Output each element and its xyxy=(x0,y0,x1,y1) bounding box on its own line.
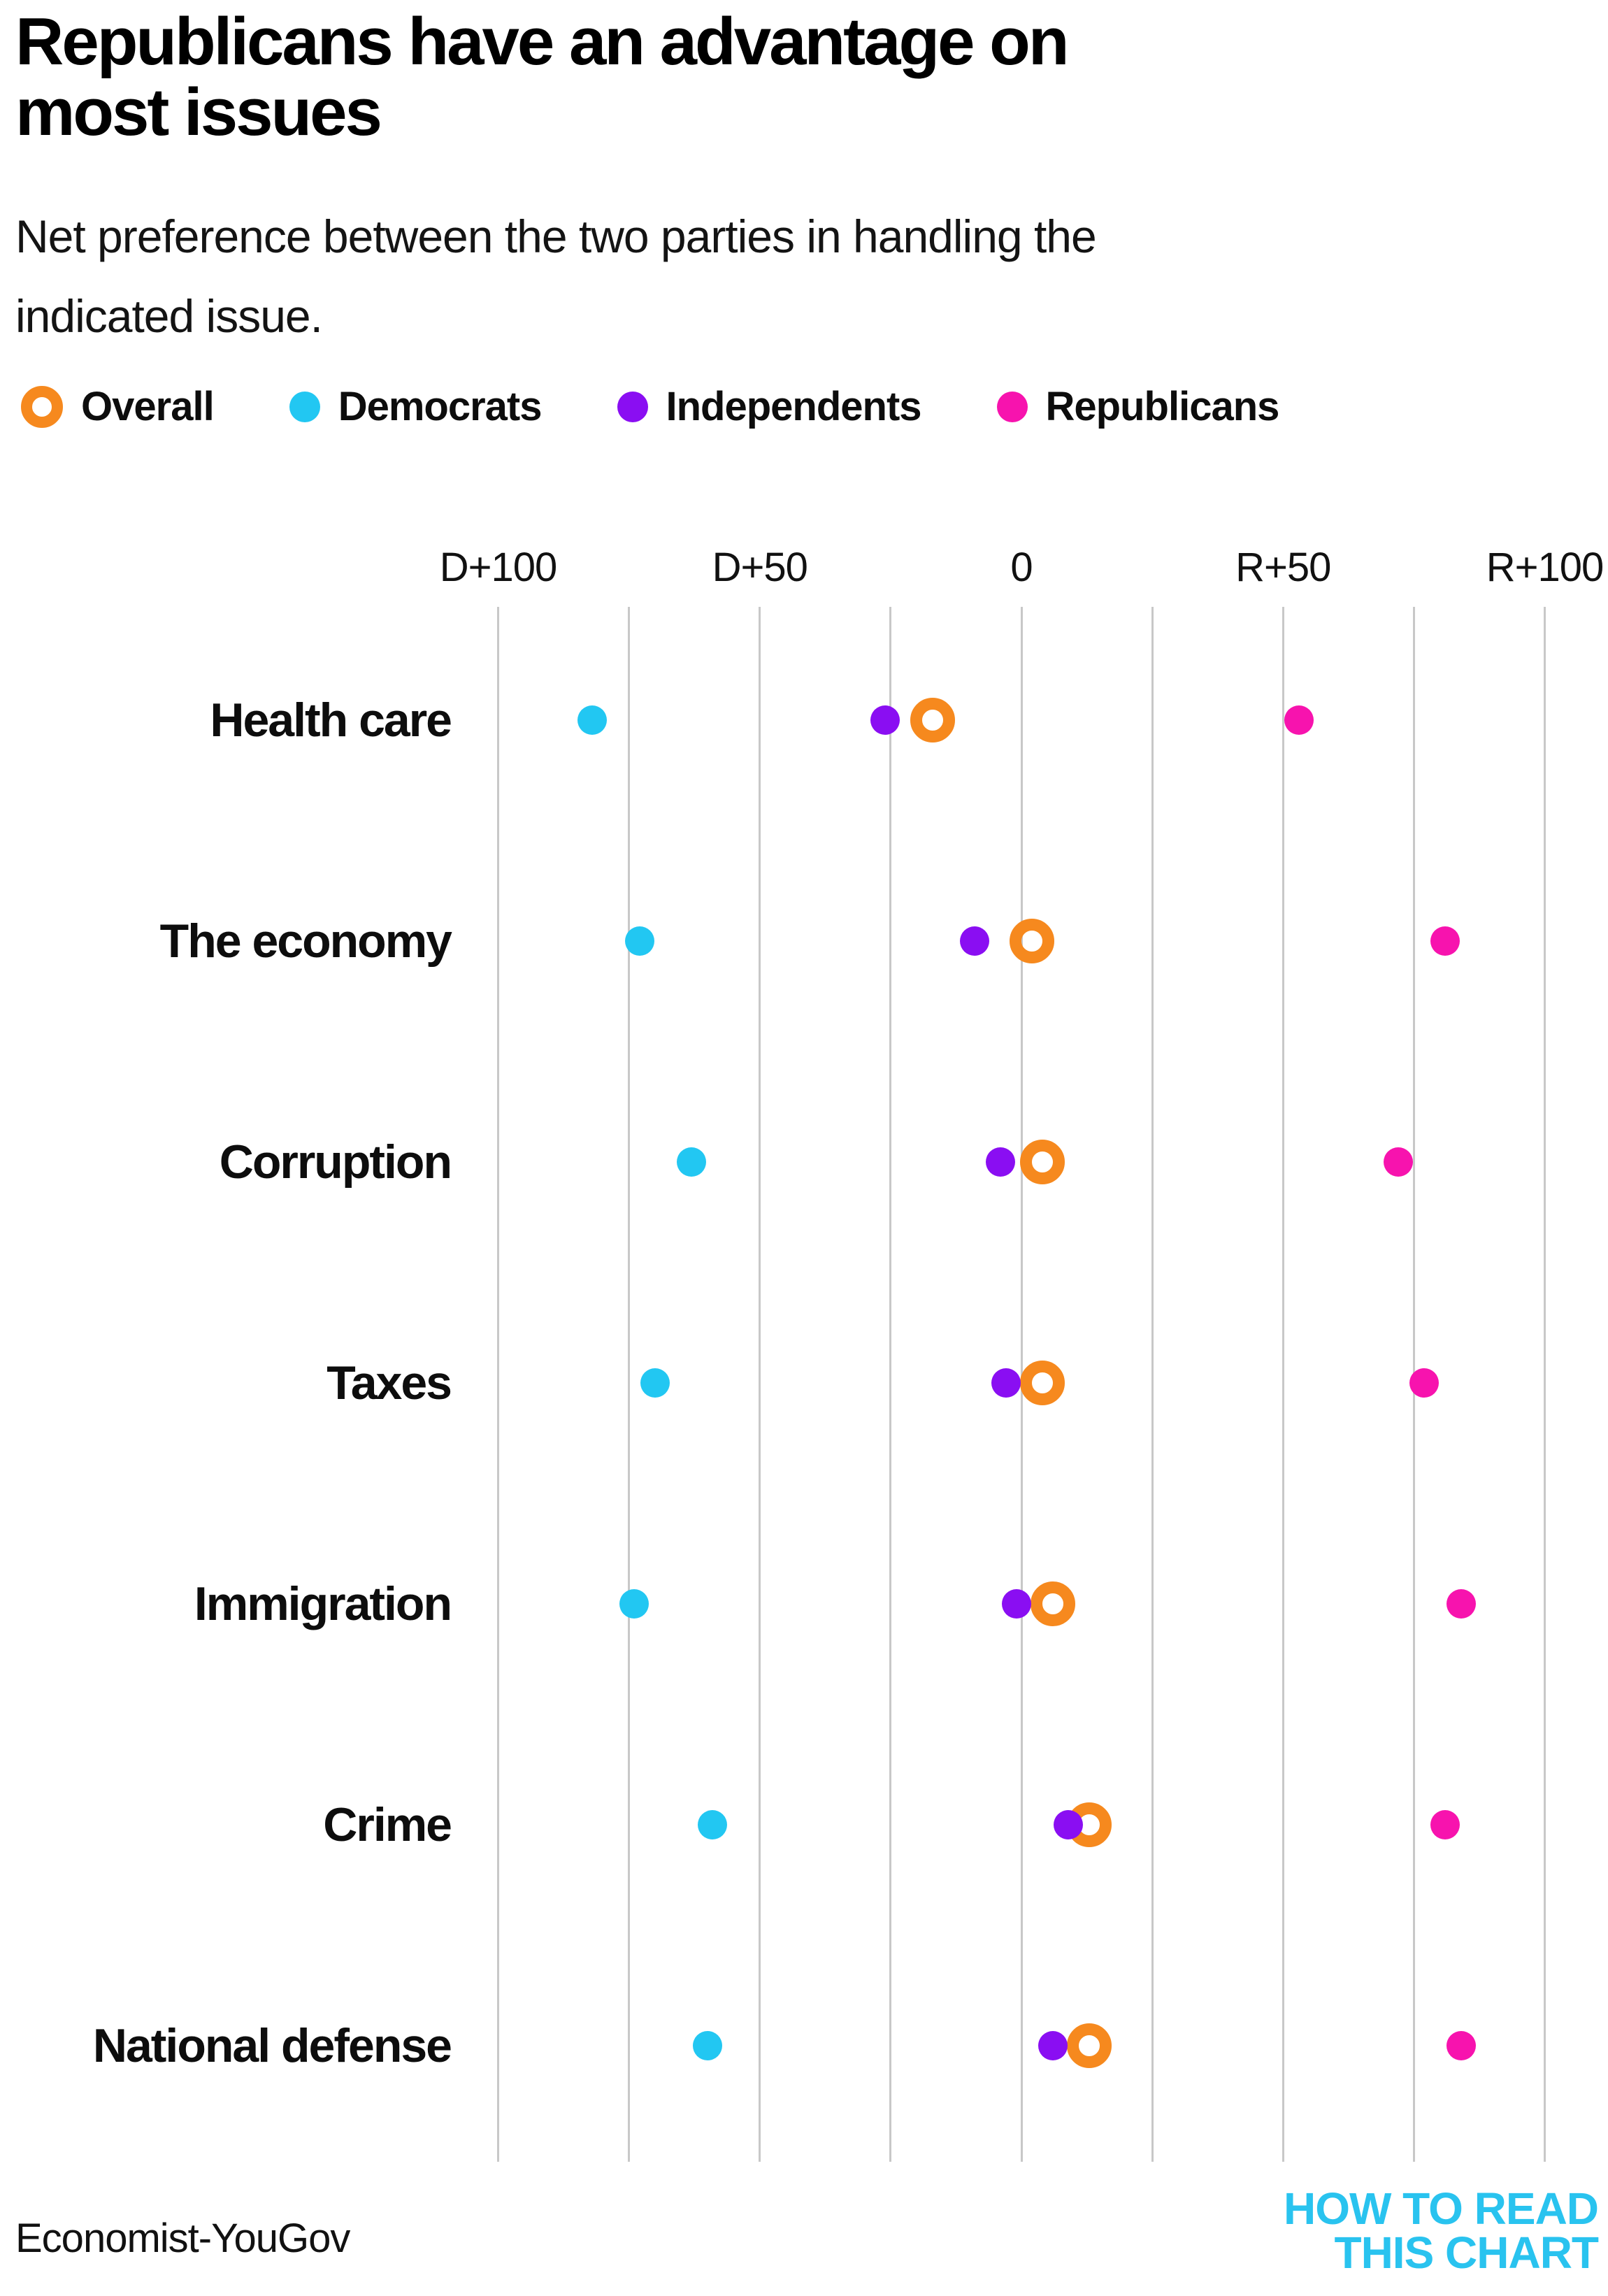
chart-title: Republicans have an advantage on most is… xyxy=(15,4,1246,150)
row-label-taxes: Taxes xyxy=(326,1356,452,1409)
legend: Overall Democrats Independents Republicans xyxy=(21,383,1279,430)
legend-item-overall: Overall xyxy=(21,383,215,430)
row-label-corruption: Corruption xyxy=(219,1135,452,1189)
overall-marker-taxes xyxy=(1019,1361,1065,1405)
legend-label-republicans: Republicans xyxy=(1045,384,1280,429)
democrats-marker-taxes xyxy=(640,1368,670,1398)
overall-marker-corruption xyxy=(1019,1140,1065,1184)
gridline--50 xyxy=(759,607,761,2162)
axis-tick-0: 0 xyxy=(1010,545,1033,590)
row-label-health-care: Health care xyxy=(210,694,452,747)
independents-marker-immigration xyxy=(1001,1589,1031,1619)
axis-tick-d-100: D+100 xyxy=(439,545,558,590)
republicans-marker-the-economy xyxy=(1430,926,1460,956)
republicans-marker-health-care xyxy=(1284,705,1314,735)
gridline-25 xyxy=(1151,607,1154,2162)
axis-tick-r-100: R+100 xyxy=(1486,545,1605,590)
overall-ring-icon xyxy=(21,385,63,428)
gridline-50 xyxy=(1282,607,1284,2162)
independents-marker-national-defense xyxy=(1038,2031,1068,2060)
independents-marker-health-care xyxy=(870,705,900,735)
chart-subtitle-line-2: indicated issue. xyxy=(15,289,323,342)
independents-marker-crime xyxy=(1054,1810,1084,1839)
democrats-marker-health-care xyxy=(577,705,608,735)
independents-marker-corruption xyxy=(986,1147,1016,1177)
row-label-national-defense: National defense xyxy=(92,2019,452,2072)
chart-subtitle-line-1: Net preference between the two parties i… xyxy=(15,210,1097,262)
democrats-marker-crime xyxy=(698,1810,728,1839)
independents-marker-taxes xyxy=(991,1368,1021,1398)
gridline--100 xyxy=(497,607,499,2162)
republicans-dot-icon xyxy=(996,391,1028,422)
democrats-marker-the-economy xyxy=(624,926,654,956)
democrats-marker-national-defense xyxy=(692,2031,722,2060)
republicans-marker-taxes xyxy=(1409,1368,1440,1398)
row-label-immigration: Immigration xyxy=(194,1577,452,1630)
gridline--25 xyxy=(889,607,892,2162)
htrtc-logo: HOW TO READ THIS CHART xyxy=(1283,2183,1599,2278)
democrats-marker-corruption xyxy=(677,1147,707,1177)
row-label-the-economy: The economy xyxy=(159,914,452,968)
axis-tick-r-50: R+50 xyxy=(1235,545,1331,590)
chart-title-line-1: Republicans have an advantage on xyxy=(15,4,1069,79)
legend-label-independents: Independents xyxy=(666,384,922,429)
gridline-100 xyxy=(1544,607,1546,2162)
axis-tick-d-50: D+50 xyxy=(712,545,808,590)
republicans-marker-crime xyxy=(1430,1810,1460,1839)
legend-item-democrats: Democrats xyxy=(289,383,542,430)
legend-item-republicans: Republicans xyxy=(996,383,1280,430)
democrats-marker-immigration xyxy=(619,1589,649,1619)
republicans-marker-corruption xyxy=(1383,1147,1413,1177)
overall-marker-the-economy xyxy=(1009,919,1054,963)
overall-marker-health-care xyxy=(910,698,955,742)
htrtc-logo-line-1: HOW TO READ xyxy=(1283,2183,1599,2234)
overall-marker-immigration xyxy=(1030,1581,1075,1626)
row-label-crime: Crime xyxy=(323,1798,452,1851)
legend-label-democrats: Democrats xyxy=(338,384,543,429)
independents-dot-icon xyxy=(617,391,648,422)
chart-title-line-2: most issues xyxy=(15,74,382,150)
democrats-dot-icon xyxy=(289,391,320,422)
overall-marker-national-defense xyxy=(1067,2023,1112,2068)
gridline--75 xyxy=(628,607,631,2162)
republicans-marker-immigration xyxy=(1446,1589,1476,1619)
legend-label-overall: Overall xyxy=(81,384,215,429)
chart-subtitle: Net preference between the two parties i… xyxy=(15,197,1539,356)
htrtc-logo-line-2: THIS CHART xyxy=(1334,2227,1599,2278)
independents-marker-the-economy xyxy=(959,926,989,956)
source-label: Economist-YouGov xyxy=(15,2216,350,2261)
legend-item-independents: Independents xyxy=(617,383,922,430)
republicans-marker-national-defense xyxy=(1446,2031,1476,2060)
